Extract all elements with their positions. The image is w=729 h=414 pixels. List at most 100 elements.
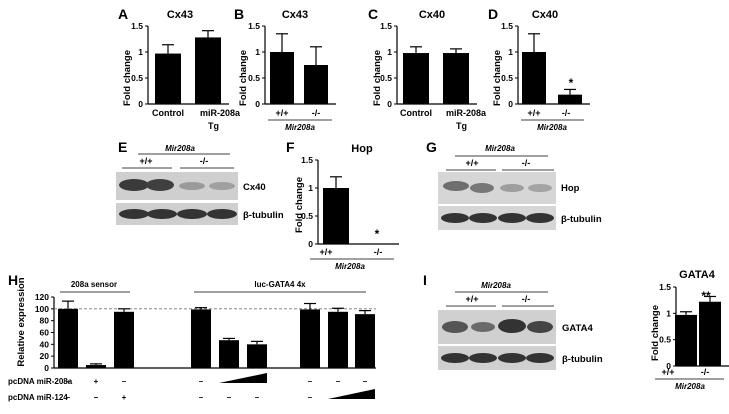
bar: [323, 188, 349, 244]
blot-band: [498, 213, 526, 223]
bar: [247, 344, 267, 368]
y-tick-label: 20: [40, 351, 50, 361]
y-tick-label: 1: [508, 47, 513, 57]
category-label: Control: [152, 108, 184, 118]
treatment-row-label: pcDNA miR-124: [8, 393, 68, 402]
category-label: Tg: [208, 121, 219, 131]
treatment-mark: +: [94, 377, 99, 386]
y-tick-label: 1: [666, 308, 671, 318]
category-label: Tg: [456, 121, 467, 131]
bar-chart-c: 0 0.5 1 1.5: [380, 21, 477, 109]
panel-label-h: H: [8, 272, 18, 288]
blot-band: [498, 319, 526, 333]
panel-label-e: E: [118, 139, 127, 155]
genotype-label: -/-: [522, 158, 531, 168]
bar-chart-i: 0 0.5 1 1.5: [659, 282, 729, 371]
blot-band: [179, 182, 205, 190]
y-tick-label: 0.5: [659, 335, 671, 345]
category-label: Control: [400, 108, 432, 118]
panel-label-g: G: [426, 139, 437, 155]
blot-label: GATA4: [562, 323, 594, 334]
treatment-mark: –: [336, 377, 341, 386]
y-tick-label: 0: [44, 363, 49, 373]
bar: [155, 53, 181, 104]
genotype-label: -/-: [374, 247, 383, 257]
bar: [114, 311, 134, 368]
y-tick-label: 0: [308, 239, 313, 249]
bar: [219, 340, 239, 368]
blot-band: [441, 213, 469, 223]
blot-band: [441, 353, 469, 363]
treatment-mark: –: [199, 393, 204, 402]
blot-label: Hop: [561, 183, 580, 194]
treatment-mark: –: [308, 377, 313, 386]
y-tick-label: 40: [40, 339, 50, 349]
bar: [300, 309, 320, 368]
chart-title-a: Cx43: [167, 9, 193, 21]
treatment-mark: –: [227, 393, 232, 402]
group-header: 208a sensor: [71, 280, 117, 289]
blot-band: [119, 179, 149, 191]
y-tick-label: 0.5: [380, 73, 392, 83]
bar: [58, 308, 78, 368]
y-tick-label: 0: [666, 361, 671, 371]
genotype-label: +/+: [527, 108, 540, 118]
gene-label: Mir208a: [165, 144, 195, 153]
y-axis-label-h: Relative expression: [16, 277, 27, 366]
panel-label-f: F: [286, 139, 295, 155]
blot-band: [500, 184, 524, 192]
chart-title-c: Cx40: [419, 9, 445, 21]
y-tick-label: 1.5: [501, 21, 513, 31]
blot-band: [527, 321, 553, 333]
treatment-mark: –: [66, 377, 71, 386]
y-tick-label: 60: [40, 328, 50, 338]
genotype-label: +/+: [275, 108, 288, 118]
y-tick-label: 0.5: [131, 73, 143, 83]
genotype-label: -/-: [200, 156, 209, 166]
panel-label-c: C: [368, 6, 378, 22]
genotype-label: +/+: [139, 156, 152, 166]
bar-chart-b: 0 0.5 1 1.5: [248, 21, 336, 109]
treatment-mark: –: [94, 393, 99, 402]
panel-label-d: D: [488, 6, 498, 22]
blot-label: β-tubulin: [243, 210, 284, 221]
genotype-label: -/-: [562, 108, 571, 118]
treatment-marks: – + – – – – – – – + – – – –: [66, 373, 375, 402]
y-tick-label: 1.5: [380, 21, 392, 31]
y-tick-label: 0: [387, 99, 392, 109]
y-tick-label: 1.5: [301, 155, 313, 165]
panel-label-a: A: [118, 6, 128, 22]
bar: [195, 37, 221, 104]
gene-label: Mir208a: [285, 123, 315, 132]
bar: [191, 309, 211, 368]
bar: [403, 53, 429, 104]
y-tick-label: 1.5: [659, 282, 671, 292]
gene-label: Mir208a: [481, 281, 511, 290]
western-blot-g: Mir208a +/+ -/- Hop β-tubulin: [438, 144, 602, 230]
western-blot-e: Mir208a +/+ -/- Cx40 β-tubulin: [116, 144, 284, 225]
dose-ramp: [219, 373, 267, 383]
y-tick-label: 1.5: [248, 21, 260, 31]
blot-band: [177, 209, 207, 219]
bar: [270, 52, 294, 104]
y-tick-label: 100: [35, 304, 49, 314]
blot-band: [528, 184, 552, 192]
blot-band: [119, 209, 149, 219]
gene-label: Mir208a: [537, 123, 567, 132]
y-tick-label: 1.5: [131, 21, 143, 31]
y-axis-label-f: Fold change: [294, 177, 305, 233]
genotype-label: -/-: [312, 108, 321, 118]
y-axis-label-d: Fold change: [492, 50, 503, 106]
western-blot-i: Mir208a +/+ -/- GATA4 β-tubulin: [438, 281, 603, 370]
y-axis-label-i: Fold change: [650, 305, 661, 361]
treatment-mark: –: [308, 393, 313, 402]
bar: [675, 314, 697, 366]
bar: [328, 311, 348, 368]
blot-band: [209, 182, 235, 190]
y-tick-label: 0: [138, 99, 143, 109]
bar-chart-a: 0 0.5 1 1.5: [131, 21, 229, 109]
blot-band: [526, 353, 554, 363]
y-tick-label: 0.5: [248, 73, 260, 83]
